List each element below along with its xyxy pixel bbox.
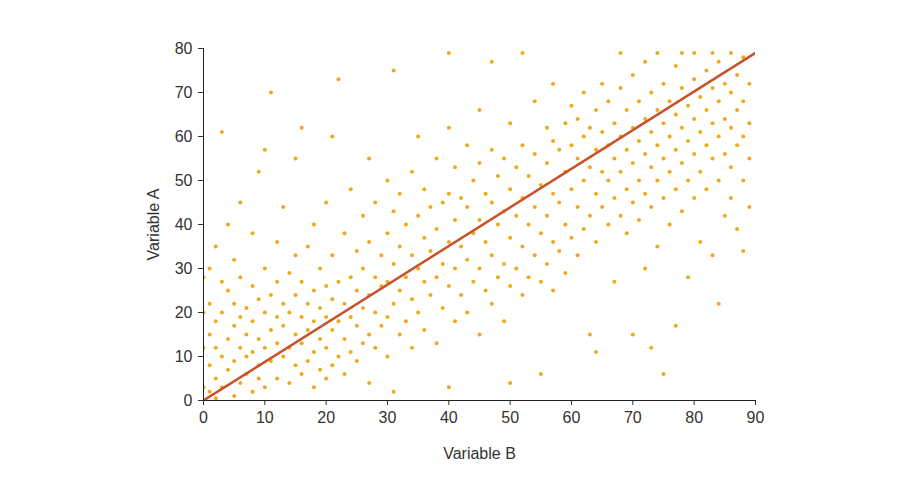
svg-text:0: 0 <box>199 409 208 426</box>
svg-text:10: 10 <box>256 409 274 426</box>
svg-text:Variable B: Variable B <box>443 445 516 462</box>
svg-text:80: 80 <box>685 409 703 426</box>
svg-text:40: 40 <box>175 216 193 233</box>
svg-text:10: 10 <box>175 348 193 365</box>
svg-text:20: 20 <box>317 409 335 426</box>
svg-text:20: 20 <box>175 304 193 321</box>
svg-text:40: 40 <box>440 409 458 426</box>
svg-text:60: 60 <box>175 128 193 145</box>
svg-text:50: 50 <box>501 409 519 426</box>
svg-text:90: 90 <box>747 409 765 426</box>
svg-text:60: 60 <box>563 409 581 426</box>
svg-text:0: 0 <box>184 392 193 409</box>
svg-text:30: 30 <box>379 409 397 426</box>
svg-text:50: 50 <box>175 172 193 189</box>
svg-text:70: 70 <box>175 84 193 101</box>
svg-text:80: 80 <box>175 40 193 57</box>
svg-text:70: 70 <box>624 409 642 426</box>
svg-text:30: 30 <box>175 260 193 277</box>
svg-text:Variable A: Variable A <box>145 188 162 260</box>
